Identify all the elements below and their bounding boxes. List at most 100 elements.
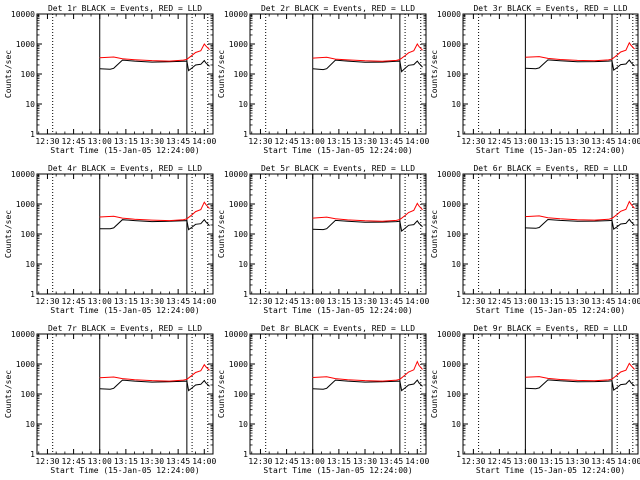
x-tick-label: 14:00 bbox=[192, 137, 216, 146]
x-tick-label: 12:45 bbox=[487, 137, 511, 146]
detector-plot: Det 2r BLACK = Events, RED = LLD 1 10 100 10… bbox=[217, 4, 430, 155]
x-tick-label: 13:30 bbox=[140, 457, 164, 466]
x-tick-label: 13:30 bbox=[353, 137, 377, 146]
y-tick-label: 10 bbox=[238, 100, 248, 109]
y-tick-label: 1 bbox=[243, 130, 248, 139]
series-line-lld bbox=[525, 362, 635, 382]
y-tick-label: 10 bbox=[25, 100, 35, 109]
x-tick-label: 12:30 bbox=[35, 137, 59, 146]
y-tick-label: 10000 bbox=[224, 170, 248, 179]
x-tick-label: 13:00 bbox=[301, 137, 325, 146]
plot-title: Det 7r BLACK = Events, RED = LLD bbox=[48, 324, 202, 333]
y-axis-label: Counts/sec bbox=[4, 370, 13, 418]
y-tick-label: 10 bbox=[451, 420, 461, 429]
x-tick-label: 12:45 bbox=[62, 297, 86, 306]
x-axis-label: Start Time (15-Jan-05 12:24:00) bbox=[50, 466, 199, 475]
y-tick-label: 1000 bbox=[16, 200, 35, 209]
plot-title: Det 8r BLACK = Events, RED = LLD bbox=[261, 324, 415, 333]
series-line-events bbox=[99, 379, 210, 392]
y-tick-label: 100 bbox=[21, 230, 36, 239]
x-tick-label: 12:30 bbox=[248, 297, 272, 306]
x-tick-label: 13:00 bbox=[301, 297, 325, 306]
y-tick-label: 100 bbox=[447, 390, 462, 399]
detector-plot: Det 9r BLACK = Events, RED = LLD 1 10 100 10… bbox=[430, 324, 640, 475]
y-tick-label: 100 bbox=[234, 390, 249, 399]
x-tick-label: 13:00 bbox=[88, 457, 112, 466]
x-tick-label: 13:15 bbox=[539, 297, 563, 306]
detector-plot: Det 3r BLACK = Events, RED = LLD 1 10 100 10… bbox=[430, 4, 640, 155]
series-line-events bbox=[99, 218, 210, 231]
detector-plot: Det 8r BLACK = Events, RED = LLD 1 10 100 10… bbox=[217, 324, 430, 475]
y-tick-label: 10000 bbox=[437, 10, 461, 19]
x-tick-label: 12:30 bbox=[461, 137, 485, 146]
x-tick-label: 13:15 bbox=[539, 137, 563, 146]
y-tick-label: 1 bbox=[456, 130, 461, 139]
y-tick-label: 10 bbox=[238, 420, 248, 429]
x-tick-label: 12:30 bbox=[461, 457, 485, 466]
y-tick-label: 10000 bbox=[11, 170, 35, 179]
y-tick-label: 10000 bbox=[224, 10, 248, 19]
y-tick-label: 10000 bbox=[11, 330, 35, 339]
x-tick-label: 14:00 bbox=[405, 457, 429, 466]
x-axis-label: Start Time (15-Jan-05 12:24:00) bbox=[476, 146, 625, 155]
y-tick-label: 1 bbox=[243, 290, 248, 299]
series-line-events bbox=[99, 59, 210, 72]
y-tick-label: 1000 bbox=[229, 360, 248, 369]
x-tick-label: 13:15 bbox=[327, 297, 351, 306]
y-tick-label: 10 bbox=[238, 260, 248, 269]
x-tick-label: 12:30 bbox=[248, 457, 272, 466]
detector-plot: Det 6r BLACK = Events, RED = LLD 1 10 100 10… bbox=[430, 164, 640, 315]
y-axis-label: Counts/sec bbox=[4, 210, 13, 258]
x-axis-label: Start Time (15-Jan-05 12:24:00) bbox=[263, 466, 412, 475]
x-tick-label: 13:00 bbox=[513, 137, 537, 146]
x-tick-label: 13:15 bbox=[539, 457, 563, 466]
detector-plot: Det 5r BLACK = Events, RED = LLD 1 10 100 10… bbox=[217, 164, 430, 315]
x-tick-label: 14:00 bbox=[405, 297, 429, 306]
y-tick-label: 100 bbox=[447, 70, 462, 79]
x-tick-label: 13:45 bbox=[591, 137, 615, 146]
x-tick-label: 13:00 bbox=[301, 457, 325, 466]
y-tick-label: 1000 bbox=[229, 200, 248, 209]
series-line-events bbox=[312, 379, 423, 392]
series-line-events bbox=[525, 379, 635, 391]
y-axis-label: Counts/sec bbox=[430, 50, 439, 98]
series-line-lld bbox=[99, 201, 210, 222]
x-tick-label: 13:00 bbox=[513, 457, 537, 466]
x-tick-label: 12:45 bbox=[487, 297, 511, 306]
x-tick-label: 13:15 bbox=[114, 137, 138, 146]
x-tick-label: 13:45 bbox=[379, 137, 403, 146]
x-tick-label: 13:30 bbox=[140, 297, 164, 306]
y-tick-label: 10000 bbox=[11, 10, 35, 19]
x-tick-label: 13:30 bbox=[140, 137, 164, 146]
series-line-lld bbox=[525, 200, 635, 221]
x-tick-label: 12:30 bbox=[248, 137, 272, 146]
x-tick-label: 12:30 bbox=[35, 297, 59, 306]
y-tick-label: 100 bbox=[234, 70, 249, 79]
y-tick-label: 10000 bbox=[224, 330, 248, 339]
series-line-lld bbox=[99, 43, 210, 62]
y-axis-label: Counts/sec bbox=[430, 370, 439, 418]
plot-title: Det 2r BLACK = Events, RED = LLD bbox=[261, 4, 415, 13]
x-axis-label: Start Time (15-Jan-05 12:24:00) bbox=[263, 146, 412, 155]
x-axis-label: Start Time (15-Jan-05 12:24:00) bbox=[476, 466, 625, 475]
y-tick-label: 100 bbox=[447, 230, 462, 239]
x-tick-label: 13:15 bbox=[327, 457, 351, 466]
y-axis-label: Counts/sec bbox=[4, 50, 13, 98]
y-tick-label: 100 bbox=[21, 390, 36, 399]
x-tick-label: 12:45 bbox=[275, 137, 299, 146]
x-tick-label: 14:00 bbox=[192, 297, 216, 306]
x-tick-label: 12:45 bbox=[275, 297, 299, 306]
y-tick-label: 1 bbox=[243, 450, 248, 459]
plot-title: Det 6r BLACK = Events, RED = LLD bbox=[473, 164, 627, 173]
x-tick-label: 12:45 bbox=[62, 457, 86, 466]
x-tick-label: 14:00 bbox=[192, 457, 216, 466]
x-axis-label: Start Time (15-Jan-05 12:24:00) bbox=[476, 306, 625, 315]
x-tick-label: 13:15 bbox=[114, 297, 138, 306]
y-tick-label: 100 bbox=[21, 70, 36, 79]
x-tick-label: 13:15 bbox=[114, 457, 138, 466]
y-tick-label: 1000 bbox=[442, 200, 461, 209]
series-line-lld bbox=[312, 202, 423, 222]
y-axis-label: Counts/sec bbox=[217, 50, 226, 98]
detector-plot: Det 7r BLACK = Events, RED = LLD 1 10 100 10… bbox=[4, 324, 217, 475]
